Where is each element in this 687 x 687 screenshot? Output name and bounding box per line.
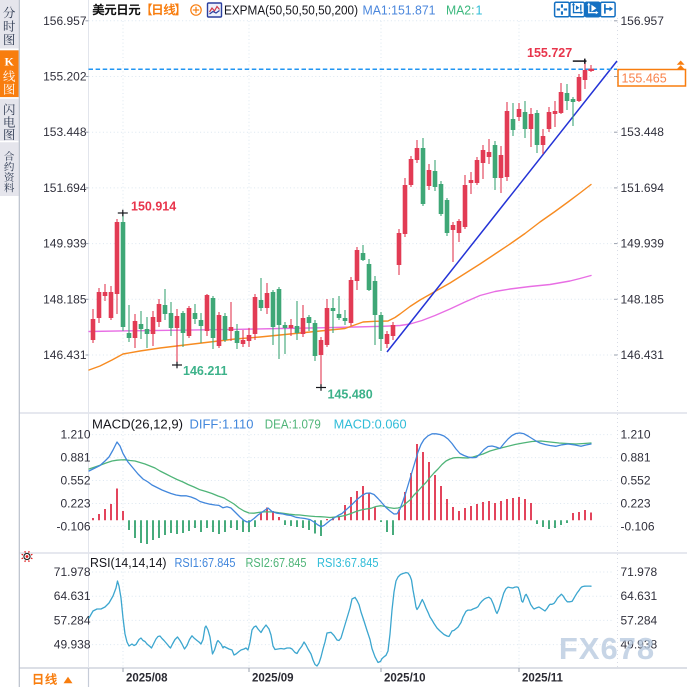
svg-text:K: K bbox=[5, 55, 15, 69]
svg-text:156.957: 156.957 bbox=[621, 14, 665, 28]
svg-text:1: 1 bbox=[476, 3, 483, 17]
svg-text:71.978: 71.978 bbox=[621, 565, 658, 579]
svg-text:MA2:: MA2: bbox=[446, 3, 475, 17]
svg-text:148.185: 148.185 bbox=[621, 292, 665, 306]
svg-text:155.202: 155.202 bbox=[43, 70, 87, 84]
svg-text:64.631: 64.631 bbox=[54, 589, 91, 603]
svg-text:MACD:0.060: MACD:0.060 bbox=[334, 417, 407, 431]
svg-text:146.431: 146.431 bbox=[621, 348, 665, 362]
svg-text:0.552: 0.552 bbox=[621, 474, 651, 488]
svg-text:RSI(14,14,14): RSI(14,14,14) bbox=[90, 556, 167, 570]
svg-text:MA1:151.871: MA1:151.871 bbox=[363, 3, 436, 17]
svg-text:151.694: 151.694 bbox=[621, 181, 665, 195]
svg-text:0.881: 0.881 bbox=[60, 451, 90, 465]
svg-text:DEA:1.079: DEA:1.079 bbox=[265, 417, 321, 431]
svg-text:2025/11: 2025/11 bbox=[522, 673, 564, 685]
svg-text:155.727: 155.727 bbox=[527, 46, 572, 60]
svg-text:146.211: 146.211 bbox=[183, 364, 228, 378]
svg-text:1.210: 1.210 bbox=[621, 428, 651, 442]
svg-text:RSI3:67.845: RSI3:67.845 bbox=[317, 556, 379, 570]
svg-text:-0.106: -0.106 bbox=[621, 519, 655, 533]
svg-text:155.465: 155.465 bbox=[622, 71, 667, 85]
svg-text:1.210: 1.210 bbox=[60, 428, 90, 442]
svg-text:156.957: 156.957 bbox=[43, 14, 87, 28]
svg-text:149.939: 149.939 bbox=[43, 237, 87, 251]
svg-text:153.448: 153.448 bbox=[621, 125, 665, 139]
svg-text:71.978: 71.978 bbox=[54, 565, 91, 579]
svg-text:148.185: 148.185 bbox=[43, 292, 87, 306]
svg-text:57.284: 57.284 bbox=[54, 613, 91, 627]
svg-text:FX678: FX678 bbox=[559, 631, 655, 666]
svg-text:64.631: 64.631 bbox=[621, 589, 658, 603]
svg-text:153.448: 153.448 bbox=[43, 125, 87, 139]
svg-text:2025/09: 2025/09 bbox=[252, 673, 294, 685]
svg-text:2025/08: 2025/08 bbox=[126, 673, 168, 685]
svg-text:49.938: 49.938 bbox=[54, 638, 91, 652]
svg-text:49.938: 49.938 bbox=[621, 638, 658, 652]
svg-text:0.552: 0.552 bbox=[60, 474, 90, 488]
svg-text:57.284: 57.284 bbox=[621, 613, 658, 627]
svg-text:2025/10: 2025/10 bbox=[384, 673, 426, 685]
svg-text:0.223: 0.223 bbox=[60, 496, 90, 510]
svg-text:145.480: 145.480 bbox=[328, 388, 373, 402]
svg-text:151.694: 151.694 bbox=[43, 181, 87, 195]
svg-text:EXPMA(50,50,50,50,200): EXPMA(50,50,50,50,200) bbox=[224, 3, 358, 17]
svg-text:0.223: 0.223 bbox=[621, 496, 651, 510]
svg-text:0.881: 0.881 bbox=[621, 451, 651, 465]
svg-text:RSI2:67.845: RSI2:67.845 bbox=[246, 556, 307, 570]
svg-text:146.431: 146.431 bbox=[43, 348, 87, 362]
svg-text:149.939: 149.939 bbox=[621, 237, 665, 251]
svg-text:150.914: 150.914 bbox=[131, 200, 176, 214]
svg-text:MACD(26,12,9): MACD(26,12,9) bbox=[92, 417, 183, 431]
svg-text:DIFF:1.110: DIFF:1.110 bbox=[190, 417, 254, 431]
svg-text:-0.106: -0.106 bbox=[56, 519, 90, 533]
svg-text:RSI1:67.845: RSI1:67.845 bbox=[175, 556, 236, 570]
